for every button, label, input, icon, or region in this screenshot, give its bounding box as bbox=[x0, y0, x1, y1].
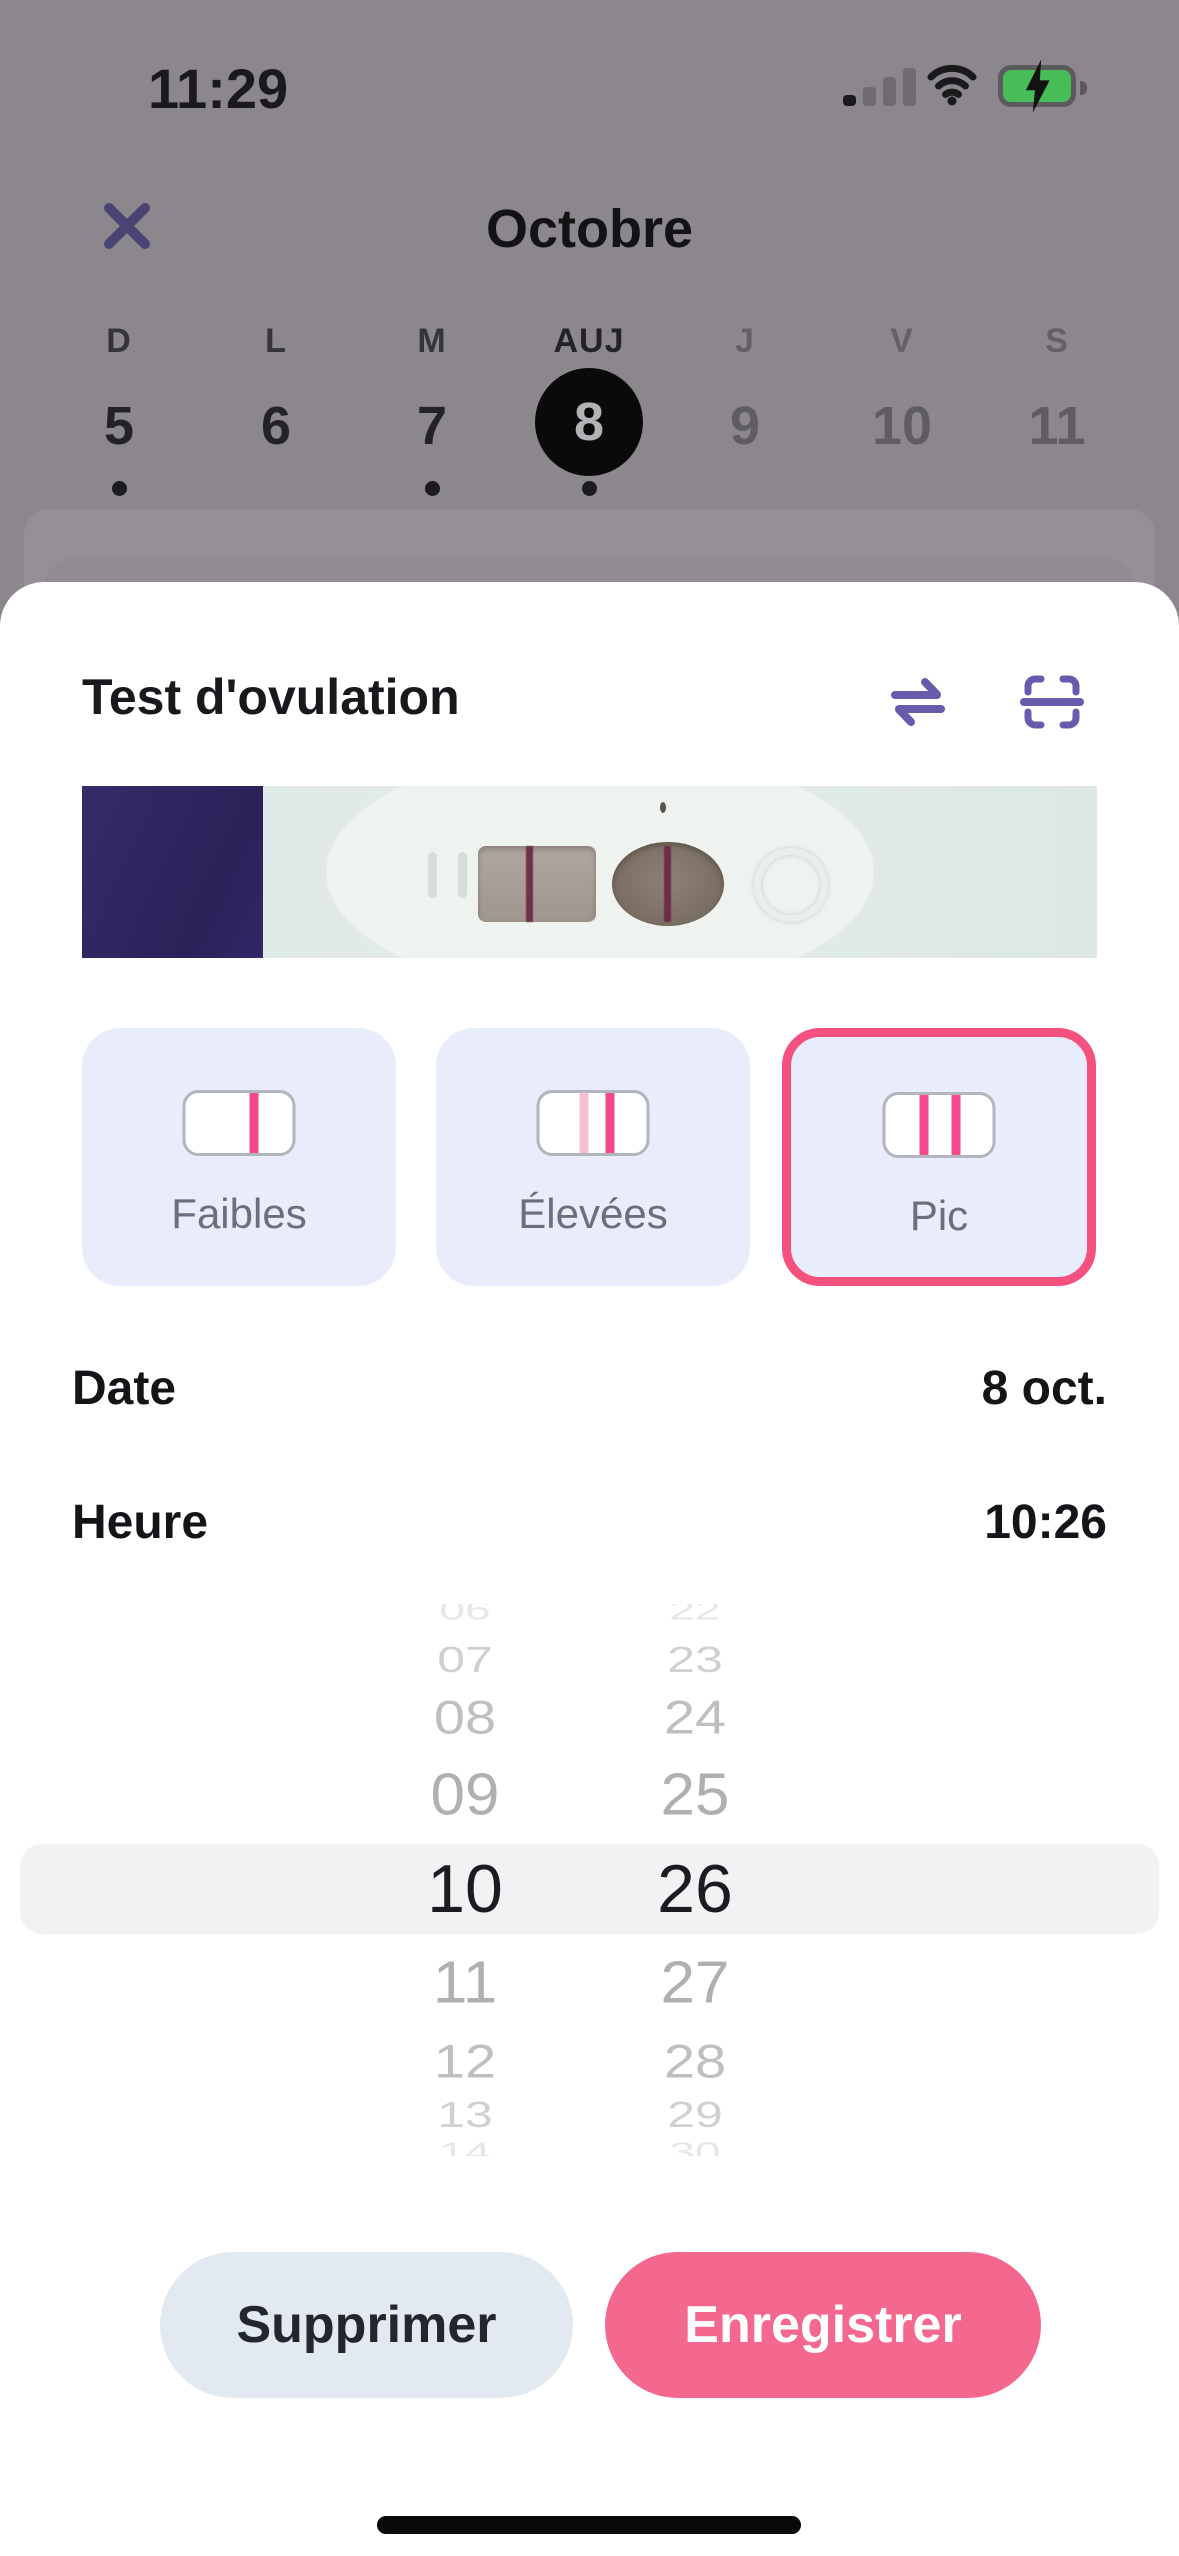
strip-line bbox=[951, 1095, 961, 1155]
day-number: 6 bbox=[260, 396, 292, 456]
time-label: Heure bbox=[72, 1496, 209, 1549]
calendar-day-selected[interactable]: 8 bbox=[529, 368, 649, 486]
swap-button[interactable] bbox=[886, 670, 950, 734]
scan-icon bbox=[1020, 675, 1084, 738]
control-window bbox=[612, 842, 724, 926]
day-number: 8 bbox=[573, 392, 605, 452]
option-label: Élevées bbox=[518, 1190, 668, 1237]
weekday-header: J bbox=[735, 322, 755, 360]
picker-selection-band bbox=[20, 1844, 1159, 1934]
control-line bbox=[664, 846, 671, 922]
picker-minute-option[interactable]: 24 bbox=[663, 1690, 727, 1744]
signal-bar bbox=[903, 68, 916, 106]
weekday-header: D bbox=[106, 322, 132, 360]
date-field-row[interactable]: Date 8 oct. bbox=[0, 1358, 1179, 1420]
day-number: 9 bbox=[729, 396, 761, 456]
strip-line bbox=[919, 1095, 929, 1155]
swap-icon bbox=[886, 678, 950, 738]
day-number: 5 bbox=[103, 396, 135, 456]
date-value: 8 oct. bbox=[981, 1362, 1107, 1415]
test-strip-icon-peak bbox=[882, 1092, 996, 1158]
cassette-emboss-circle bbox=[754, 848, 828, 922]
picker-hour-option[interactable]: 08 bbox=[433, 1690, 497, 1744]
picker-minute-option[interactable]: 28 bbox=[663, 2034, 727, 2088]
signal-bar bbox=[863, 87, 876, 106]
signal-bar bbox=[843, 95, 856, 106]
time-value: 10:26 bbox=[984, 1496, 1107, 1549]
status-time: 11:29 bbox=[148, 57, 289, 120]
ovulation-test-photo bbox=[82, 786, 1097, 958]
bolt-icon bbox=[1019, 58, 1055, 119]
picker-hour-option[interactable]: 14 bbox=[439, 2136, 491, 2156]
delete-button[interactable]: Supprimer bbox=[160, 2252, 573, 2398]
test-cap-graphic bbox=[82, 786, 263, 958]
weekday-header: V bbox=[890, 322, 914, 360]
day-number: 10 bbox=[871, 396, 933, 456]
event-dot bbox=[425, 481, 440, 496]
picker-minute-option[interactable]: 29 bbox=[667, 2094, 723, 2136]
picker-minute-selected[interactable]: 26 bbox=[657, 1851, 733, 1927]
weekday-header-today: AUJ bbox=[553, 322, 625, 360]
picker-hour-option[interactable]: 07 bbox=[437, 1639, 493, 1681]
test-strip-icon-faint bbox=[182, 1090, 296, 1156]
save-button[interactable]: Enregistrer bbox=[605, 2252, 1041, 2398]
day-number: 7 bbox=[416, 396, 448, 456]
calendar-day[interactable]: 11 bbox=[997, 368, 1117, 486]
calendar-day[interactable]: 10 bbox=[842, 368, 962, 486]
test-window bbox=[478, 846, 596, 922]
event-dot bbox=[582, 481, 597, 496]
weekday-header: L bbox=[265, 322, 287, 360]
weekday-header: M bbox=[417, 322, 447, 360]
strip-line bbox=[579, 1093, 589, 1153]
ovulation-test-sheet: Test d'ovulation bbox=[0, 582, 1179, 2556]
month-title: Octobre bbox=[485, 199, 694, 259]
picker-minute-option[interactable]: 25 bbox=[660, 1762, 730, 1828]
photo-speck bbox=[660, 802, 666, 813]
event-dot bbox=[112, 481, 127, 496]
test-strip-icon-high bbox=[536, 1090, 650, 1156]
home-indicator[interactable] bbox=[377, 2516, 801, 2534]
cassette-mold-mark bbox=[458, 852, 467, 898]
date-label: Date bbox=[72, 1362, 177, 1415]
battery-nub bbox=[1080, 81, 1087, 95]
close-button[interactable] bbox=[95, 194, 159, 258]
sheet-title: Test d'ovulation bbox=[82, 669, 460, 725]
cassette-mold-mark bbox=[428, 852, 437, 898]
day-number: 11 bbox=[1028, 396, 1086, 456]
picker-hour-selected[interactable]: 10 bbox=[427, 1851, 503, 1927]
picker-minute-option[interactable]: 30 bbox=[669, 2136, 721, 2156]
picker-minute-option[interactable]: 23 bbox=[667, 1639, 723, 1681]
picker-hour-option[interactable]: 06 bbox=[439, 1604, 491, 1626]
option-label: Faibles bbox=[171, 1190, 307, 1237]
picker-minute-option[interactable]: 27 bbox=[660, 1950, 730, 2016]
option-card-faibles[interactable]: Faibles bbox=[82, 1028, 396, 1286]
calendar-day[interactable]: 6 bbox=[216, 368, 336, 486]
test-line bbox=[526, 846, 533, 922]
calendar-day[interactable]: 9 bbox=[685, 368, 805, 486]
scan-button[interactable] bbox=[1020, 670, 1084, 734]
signal-bar bbox=[883, 77, 896, 106]
time-field-row[interactable]: Heure 10:26 bbox=[0, 1492, 1179, 1554]
picker-minute-option[interactable]: 22 bbox=[669, 1604, 721, 1626]
wifi-icon bbox=[927, 64, 977, 111]
strip-line bbox=[249, 1093, 259, 1153]
picker-hour-option[interactable]: 13 bbox=[437, 2094, 493, 2136]
selected-day-circle bbox=[535, 368, 643, 476]
time-picker-wheel[interactable]: 06 22 07 23 08 24 09 25 10 26 11 27 bbox=[20, 1604, 1159, 2156]
calendar-day[interactable]: 5 bbox=[59, 368, 179, 486]
calendar-day[interactable]: 7 bbox=[372, 368, 492, 486]
strip-line bbox=[605, 1093, 615, 1153]
picker-hour-option[interactable]: 09 bbox=[430, 1762, 500, 1828]
option-card-elevees[interactable]: Élevées bbox=[436, 1028, 750, 1286]
option-card-pic-selected[interactable]: Pic bbox=[782, 1028, 1096, 1286]
picker-hour-option[interactable]: 11 bbox=[432, 1950, 498, 2016]
picker-hour-option[interactable]: 12 bbox=[433, 2034, 497, 2088]
weekday-header: S bbox=[1045, 322, 1069, 360]
option-label: Pic bbox=[909, 1192, 969, 1239]
